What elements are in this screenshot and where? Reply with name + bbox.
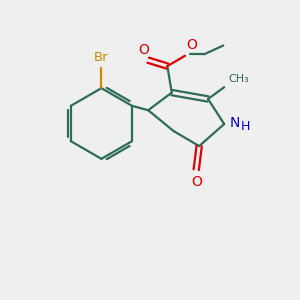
Text: O: O (191, 175, 202, 189)
Text: N: N (230, 116, 240, 130)
Text: O: O (187, 38, 197, 52)
Text: O: O (138, 43, 149, 57)
Text: Br: Br (94, 51, 109, 64)
Text: H: H (240, 120, 250, 134)
Text: CH₃: CH₃ (229, 74, 249, 84)
